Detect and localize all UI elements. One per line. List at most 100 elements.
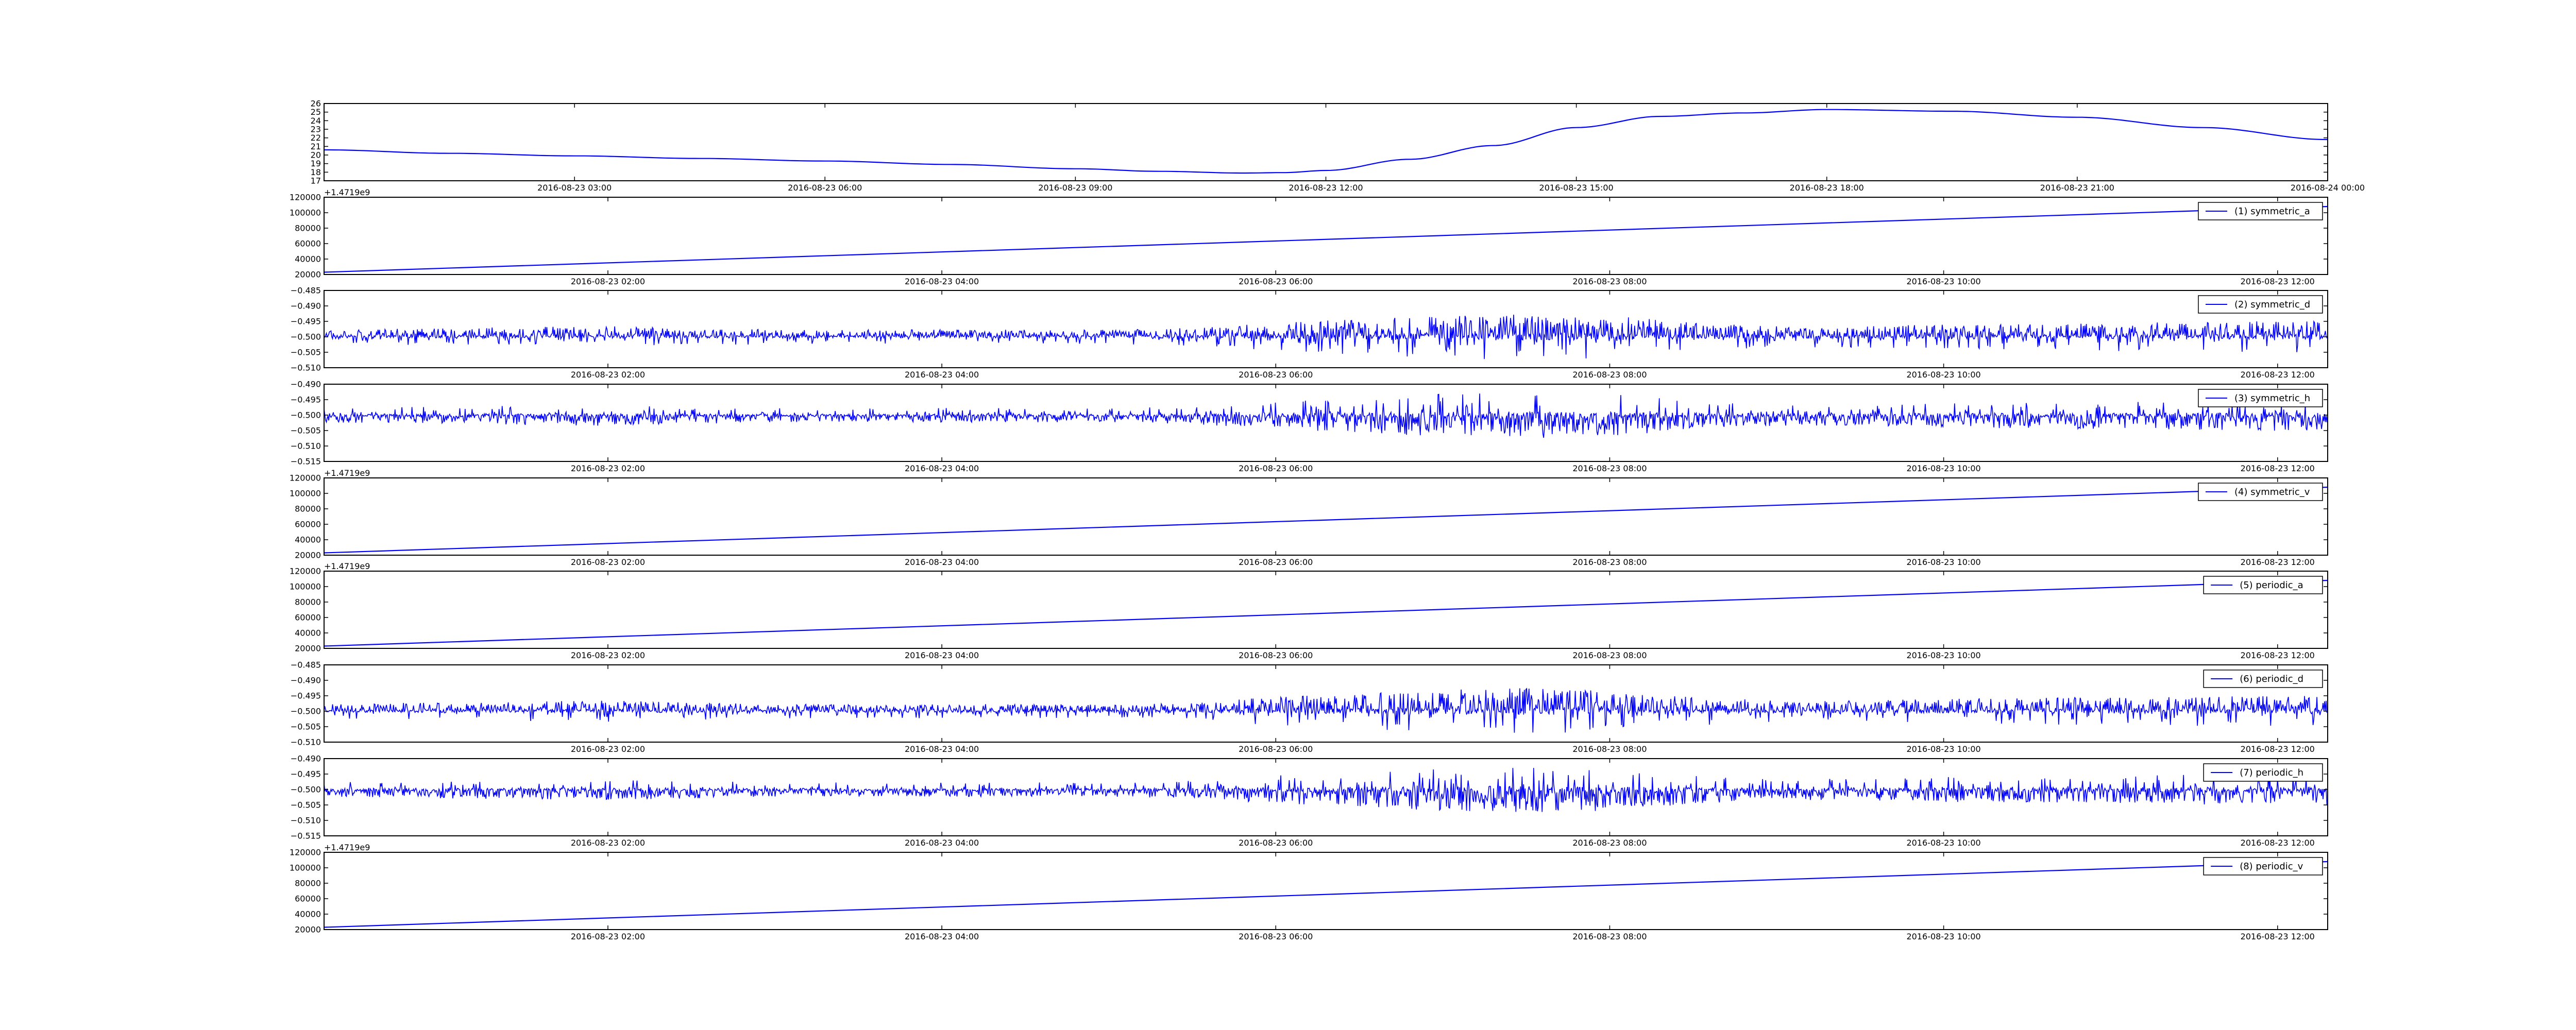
y-tick-label: −0.515	[291, 457, 321, 467]
x-tick-label: 2016-08-23 12:00	[1289, 183, 1363, 193]
subplot-6: 20000 40000 60000 80000 100000 120000 2016-08-…	[290, 561, 2328, 660]
plot-frame	[324, 290, 2328, 368]
x-tick-label: 2016-08-23 10:00	[1907, 650, 1981, 660]
legend-label: (2) symmetric_d	[2234, 299, 2310, 310]
series-line-1	[324, 688, 2328, 733]
x-tick-label: 2016-08-23 08:00	[1572, 557, 1647, 567]
legend-label: (7) periodic_h	[2240, 767, 2303, 778]
x-tick-label: 2016-08-23 04:00	[905, 277, 979, 286]
y-tick-label: −0.500	[291, 785, 321, 795]
y-tick-label: 40000	[295, 628, 321, 638]
x-tick-label: 2016-08-23 12:00	[2241, 370, 2315, 380]
subplot-7: −0.510 −0.505 −0.500 −0.495 −0.490 −0.485 2016…	[291, 660, 2328, 754]
x-tick-label: 2016-08-23 18:00	[1790, 183, 1864, 193]
x-tick-label: 2016-08-23 12:00	[2241, 277, 2315, 286]
legend-box	[2198, 295, 2323, 314]
x-tick-label: 2016-08-23 02:00	[571, 277, 645, 286]
y-tick-label: 100000	[290, 489, 321, 499]
x-tick-label: 2016-08-23 12:00	[2241, 650, 2315, 660]
subplot-2: 20000 40000 60000 80000 100000 120000 2016-08-…	[290, 187, 2328, 286]
y-tick-label: 80000	[295, 597, 321, 607]
x-tick-label: 2016-08-23 12:00	[2241, 464, 2315, 473]
y-tick-label: −0.495	[291, 769, 321, 779]
y-tick-label: 23	[311, 125, 321, 134]
plot-frame	[324, 758, 2328, 836]
y-tick-label: 80000	[295, 879, 321, 888]
y-tick-label: 26	[311, 99, 321, 109]
plot-frame	[324, 664, 2328, 743]
y-tick-label: 40000	[295, 909, 321, 919]
y-tick-label: 19	[311, 159, 321, 168]
x-tick-label: 2016-08-23 06:00	[1239, 650, 1313, 660]
x-tick-label: 2016-08-23 10:00	[1907, 277, 1981, 286]
y-tick-label: 17	[311, 176, 321, 186]
y-tick-label: −0.495	[291, 317, 321, 327]
x-tick-label: 2016-08-23 04:00	[905, 932, 979, 941]
x-tick-label: 2016-08-23 06:00	[1239, 932, 1313, 941]
x-tick-label: 2016-08-23 06:00	[1239, 464, 1313, 473]
y-tick-label: −0.485	[291, 286, 321, 296]
offset-text: +1.4719e9	[324, 187, 370, 197]
x-tick-label: 2016-08-23 04:00	[905, 650, 979, 660]
x-tick-label: 2016-08-23 02:00	[571, 464, 645, 473]
x-tick-label: 2016-08-23 04:00	[905, 744, 979, 754]
x-tick-label: 2016-08-23 08:00	[1572, 650, 1647, 660]
x-tick-label: 2016-08-23 10:00	[1907, 744, 1981, 754]
x-tick-label: 2016-08-23 04:00	[905, 838, 979, 848]
offset-text: +1.4719e9	[324, 843, 370, 852]
y-tick-label: 100000	[290, 208, 321, 218]
legend-label: (8) periodic_v	[2240, 861, 2303, 872]
y-tick-label: 60000	[295, 894, 321, 904]
y-tick-label: 120000	[290, 566, 321, 576]
series-line-1	[324, 109, 2328, 174]
y-tick-label: 20	[311, 150, 321, 160]
y-tick-label: −0.510	[291, 441, 321, 451]
series-line-1	[324, 205, 2328, 273]
x-tick-label: 2016-08-23 03:00	[537, 183, 612, 193]
y-tick-label: −0.490	[291, 754, 321, 764]
legend-label: (5) periodic_a	[2240, 580, 2303, 591]
x-tick-label: 2016-08-23 10:00	[1907, 370, 1981, 380]
x-tick-label: 2016-08-23 02:00	[571, 744, 645, 754]
y-tick-label: −0.485	[291, 660, 321, 670]
y-tick-label: 100000	[290, 582, 321, 592]
x-tick-label: 2016-08-23 08:00	[1572, 838, 1647, 848]
y-tick-label: −0.505	[291, 800, 321, 810]
plot-frame	[324, 571, 2328, 649]
legend-box	[2203, 670, 2323, 688]
y-tick-label: −0.490	[291, 380, 321, 389]
x-tick-label: 2016-08-23 09:00	[1038, 183, 1112, 193]
subplot-4: −0.515 −0.510 −0.505 −0.500 −0.495 −0.490 2016…	[291, 380, 2328, 473]
y-tick-label: 120000	[290, 193, 321, 202]
y-tick-label: 60000	[295, 520, 321, 529]
y-tick-label: 40000	[295, 254, 321, 264]
y-tick-label: 24	[311, 116, 321, 126]
y-tick-label: −0.495	[291, 395, 321, 405]
x-tick-label: 2016-08-24 00:00	[2291, 183, 2365, 193]
y-tick-label: −0.500	[291, 332, 321, 342]
y-tick-label: −0.500	[291, 410, 321, 420]
legend-label: (4) symmetric_v	[2234, 487, 2310, 497]
y-tick-label: −0.490	[291, 301, 321, 311]
y-tick-label: 40000	[295, 535, 321, 545]
series-line-1	[324, 579, 2328, 647]
x-tick-label: 2016-08-23 08:00	[1572, 277, 1647, 286]
y-tick-label: −0.505	[291, 426, 321, 436]
y-tick-label: 21	[311, 142, 321, 151]
plot-frame	[324, 852, 2328, 930]
x-tick-label: 2016-08-23 21:00	[2040, 183, 2114, 193]
x-tick-label: 2016-08-23 12:00	[2241, 744, 2315, 754]
series-line-1	[324, 486, 2328, 554]
series-line-1	[324, 393, 2328, 438]
x-tick-label: 2016-08-23 08:00	[1572, 370, 1647, 380]
y-tick-label: 20000	[295, 270, 321, 280]
y-tick-label: 80000	[295, 224, 321, 233]
y-tick-label: 80000	[295, 504, 321, 514]
y-tick-label: −0.510	[291, 737, 321, 747]
x-tick-label: 2016-08-23 06:00	[788, 183, 862, 193]
y-tick-label: −0.505	[291, 722, 321, 732]
subplot-3: −0.510 −0.505 −0.500 −0.495 −0.490 −0.485 2016…	[291, 286, 2328, 380]
y-tick-label: −0.515	[291, 831, 321, 841]
y-tick-label: 22	[311, 133, 321, 143]
